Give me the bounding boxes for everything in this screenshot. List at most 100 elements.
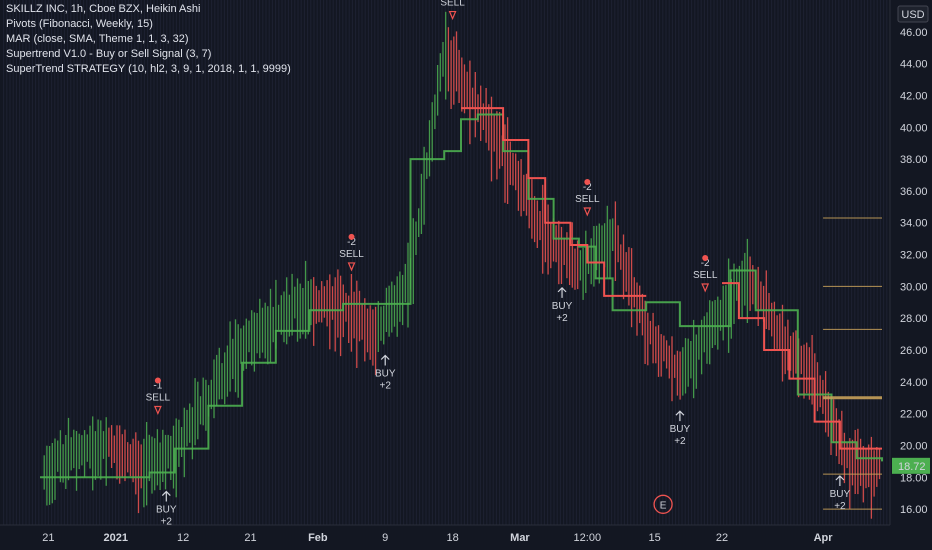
session-stripe xyxy=(339,0,341,525)
session-stripe xyxy=(332,0,334,525)
x-tick-label: 12 xyxy=(177,532,189,544)
y-tick-label: 22.00 xyxy=(900,409,928,421)
legend-pivots[interactable]: Pivots (Fibonacci, Weekly, 15) xyxy=(6,18,153,30)
sell-arrow-icon xyxy=(153,405,162,416)
session-stripe xyxy=(9,0,11,525)
price-axis[interactable] xyxy=(890,0,932,525)
session-stripe xyxy=(108,0,110,525)
session-stripe xyxy=(428,0,430,525)
session-stripe xyxy=(825,0,827,525)
session-stripe xyxy=(419,0,421,525)
session-stripe xyxy=(681,0,683,525)
session-stripe xyxy=(25,0,27,525)
session-stripe xyxy=(543,0,545,525)
earnings-marker[interactable] xyxy=(653,494,673,514)
session-stripe xyxy=(716,0,718,525)
session-stripe xyxy=(367,0,369,525)
buy-signal-label: BUY xyxy=(552,301,573,312)
time-axis[interactable] xyxy=(0,525,932,550)
session-stripe xyxy=(159,0,161,525)
session-stripe xyxy=(319,0,321,525)
session-stripe xyxy=(652,0,654,525)
session-stripe xyxy=(294,0,296,525)
session-stripe xyxy=(19,0,21,525)
session-stripe xyxy=(783,0,785,525)
session-stripe xyxy=(451,0,453,525)
legend-supertrend-strategy[interactable]: SuperTrend STRATEGY (10, hl2, 3, 9, 1, 2… xyxy=(6,63,291,75)
session-stripe xyxy=(675,0,677,525)
session-stripe xyxy=(639,0,641,525)
session-stripe xyxy=(777,0,779,525)
session-stripe xyxy=(390,0,392,525)
buy-signal-label: BUY xyxy=(156,505,177,516)
sell-signal-dot[interactable] xyxy=(702,255,709,261)
session-stripe xyxy=(54,0,56,525)
session-stripe xyxy=(803,0,805,525)
session-stripe xyxy=(492,0,494,525)
session-stripe xyxy=(188,0,190,525)
session-stripe xyxy=(217,0,219,525)
session-stripe xyxy=(447,0,449,525)
y-tick-label: 26.00 xyxy=(900,345,928,357)
session-stripe xyxy=(326,0,328,525)
session-stripe xyxy=(534,0,536,525)
session-stripe xyxy=(191,0,193,525)
session-stripe xyxy=(115,0,117,525)
session-stripe xyxy=(92,0,94,525)
session-stripe xyxy=(371,0,373,525)
session-stripe xyxy=(124,0,126,525)
session-stripe xyxy=(819,0,821,525)
chart-title[interactable]: SKILLZ INC, 1h, Cboe BZX, Heikin Ashi xyxy=(6,3,201,15)
session-stripe xyxy=(175,0,177,525)
session-stripe xyxy=(755,0,757,525)
currency-badge[interactable] xyxy=(897,5,929,23)
session-stripe xyxy=(89,0,91,525)
session-stripe xyxy=(137,0,139,525)
y-tick-label: 28.00 xyxy=(900,313,928,325)
x-tick-label: Feb xyxy=(308,532,328,544)
session-stripe xyxy=(524,0,526,525)
session-stripe xyxy=(559,0,561,525)
session-stripe xyxy=(806,0,808,525)
session-stripe xyxy=(41,0,43,525)
session-stripe xyxy=(105,0,107,525)
session-stripe xyxy=(182,0,184,525)
session-stripe xyxy=(393,0,395,525)
session-stripe xyxy=(243,0,245,525)
legend-supertrend[interactable]: Supertrend V1.0 - Buy or Sell Signal (3,… xyxy=(6,48,212,60)
session-stripe xyxy=(441,0,443,525)
session-stripe xyxy=(297,0,299,525)
x-tick-label: 21 xyxy=(42,532,54,544)
x-tick-label: 22 xyxy=(716,532,728,544)
legend-mar[interactable]: MAR (close, SMA, Theme 1, 1, 3, 32) xyxy=(6,33,189,45)
session-stripe xyxy=(687,0,689,525)
sell-signal-dot[interactable] xyxy=(348,233,355,240)
session-stripe xyxy=(508,0,510,525)
buy-signal-count: +2 xyxy=(674,436,686,447)
y-tick-label: 46.00 xyxy=(900,27,928,39)
session-stripe xyxy=(303,0,305,525)
session-stripe xyxy=(518,0,520,525)
session-stripe xyxy=(435,0,437,525)
sell-signal-dot[interactable] xyxy=(584,179,591,186)
session-stripe xyxy=(44,0,46,525)
session-stripe xyxy=(822,0,824,525)
y-tick-label: 34.00 xyxy=(900,218,928,230)
session-stripe xyxy=(415,0,417,525)
sell-signal-dot[interactable] xyxy=(154,377,161,384)
session-stripe xyxy=(844,0,846,525)
sell-arrow-icon xyxy=(347,262,356,272)
session-stripe xyxy=(556,0,558,525)
session-stripe xyxy=(438,0,440,525)
session-stripe xyxy=(63,0,65,525)
session-stripe xyxy=(22,0,24,525)
session-stripe xyxy=(214,0,216,525)
sell-signal-label: SELL xyxy=(440,0,465,9)
session-stripe xyxy=(281,0,283,525)
sell-signal-count: -2 xyxy=(583,182,592,193)
session-stripe xyxy=(268,0,270,525)
session-stripe xyxy=(121,0,123,525)
session-stripe xyxy=(3,0,5,525)
session-stripe xyxy=(457,0,459,525)
